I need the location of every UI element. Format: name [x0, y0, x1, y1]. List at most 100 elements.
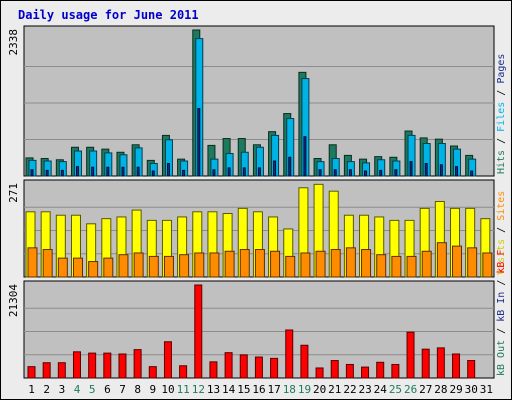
bar-pages-day-23 — [364, 170, 368, 177]
x-tick-label-30: 30 — [465, 383, 478, 396]
bar-sites-day-23 — [361, 249, 372, 278]
bar-pages-day-17 — [273, 160, 277, 177]
bar-pages-day-2 — [45, 169, 49, 177]
legend-item-kb-out: kB Out — [496, 340, 507, 376]
legend-item-separator: / — [496, 280, 507, 292]
bar-kbytes-day-18 — [285, 329, 294, 379]
bar-sites-day-11 — [179, 254, 190, 278]
x-tick-label-28: 28 — [434, 383, 447, 396]
x-tick-label-19: 19 — [298, 383, 311, 396]
bar-sites-day-2 — [42, 249, 53, 278]
bar-kbytes-day-20 — [315, 367, 324, 379]
bar-sites-day-10 — [163, 255, 174, 278]
bar-kbytes-day-15 — [239, 354, 248, 379]
legend-item-files: Files — [496, 102, 507, 138]
x-tick-label-12: 12 — [192, 383, 205, 396]
bar-sites-day-3 — [57, 257, 68, 278]
legend-item-separator: / — [496, 90, 507, 102]
x-tick-label-17: 17 — [268, 383, 281, 396]
x-tick-label-27: 27 — [419, 383, 432, 396]
bar-kbytes-day-8 — [133, 349, 142, 379]
x-tick-label-1: 1 — [28, 383, 35, 396]
y-max-label-bottom: 21304 — [7, 284, 20, 317]
legend-top: Hits / Files / Pages — [496, 54, 507, 174]
bar-pages-day-30 — [470, 170, 474, 177]
x-tick-label-18: 18 — [283, 383, 296, 396]
bar-sites-day-20 — [315, 250, 326, 278]
bar-sites-day-19 — [300, 252, 311, 278]
bar-sites-day-14 — [224, 250, 235, 278]
bar-kbytes-day-12 — [194, 284, 203, 379]
x-tick-label-13: 13 — [207, 383, 220, 396]
bar-sites-day-30 — [467, 247, 478, 278]
y-max-label-middle: 271 — [7, 183, 20, 203]
bar-sites-day-27 — [421, 250, 432, 278]
y-max-label-top: 2338 — [7, 29, 20, 56]
bar-kbytes-day-7 — [118, 353, 127, 379]
bar-kbytes-day-4 — [72, 351, 81, 379]
legend-item-hits: Hits — [496, 150, 507, 174]
x-tick-label-16: 16 — [252, 383, 265, 396]
x-tick-label-7: 7 — [119, 383, 126, 396]
bar-sites-day-28 — [436, 242, 447, 278]
bar-kbytes-day-25 — [391, 363, 400, 379]
bar-sites-day-16 — [254, 249, 265, 278]
x-tick-label-4: 4 — [74, 383, 81, 396]
legend-item-kb-in: kB In — [496, 292, 507, 328]
bar-kbytes-day-24 — [376, 361, 385, 379]
x-tick-label-26: 26 — [404, 383, 417, 396]
x-tick-label-8: 8 — [134, 383, 141, 396]
legend-item-kb-f: kB F — [496, 250, 507, 280]
x-tick-label-9: 9 — [150, 383, 157, 396]
bar-kbytes-day-21 — [330, 360, 339, 379]
legend-item-pages: Pages — [496, 54, 507, 90]
bar-kbytes-day-5 — [88, 352, 97, 379]
legend-item-separator: / — [496, 328, 507, 340]
bar-sites-day-5 — [88, 261, 99, 278]
bar-pages-day-5 — [91, 166, 95, 177]
x-tick-label-11: 11 — [177, 383, 190, 396]
x-tick-label-24: 24 — [374, 383, 388, 396]
x-tick-label-14: 14 — [222, 383, 236, 396]
bar-sites-day-17 — [270, 250, 281, 278]
bar-kbytes-day-19 — [300, 344, 309, 379]
bar-pages-day-1 — [30, 169, 34, 177]
x-tick-label-21: 21 — [328, 383, 341, 396]
x-tick-label-29: 29 — [449, 383, 462, 396]
x-tick-label-23: 23 — [359, 383, 372, 396]
x-tick-label-31: 31 — [480, 383, 493, 396]
bar-pages-day-4 — [75, 166, 79, 177]
bar-pages-day-27 — [424, 163, 428, 177]
bar-kbytes-day-16 — [254, 356, 263, 379]
bar-kbytes-day-1 — [27, 366, 36, 379]
bar-sites-day-25 — [391, 255, 402, 278]
x-tick-label-2: 2 — [43, 383, 50, 396]
bar-pages-day-10 — [166, 163, 170, 177]
bar-kbytes-day-26 — [406, 331, 415, 379]
bar-sites-day-12 — [194, 252, 205, 278]
bar-pages-day-8 — [136, 166, 140, 177]
bar-pages-day-15 — [242, 167, 246, 177]
bar-sites-day-6 — [103, 257, 114, 278]
x-tick-label-25: 25 — [389, 383, 402, 396]
bar-pages-day-26 — [409, 161, 413, 177]
bar-sites-day-7 — [118, 254, 129, 278]
x-tick-label-10: 10 — [161, 383, 174, 396]
bar-kbytes-day-17 — [270, 357, 279, 379]
bar-kbytes-day-6 — [103, 352, 112, 379]
bar-pages-day-25 — [394, 169, 398, 177]
legend-item-separator: / — [496, 227, 507, 239]
x-tick-label-6: 6 — [104, 383, 111, 396]
bar-sites-day-31 — [482, 252, 493, 278]
bar-kbytes-day-28 — [436, 347, 445, 379]
bar-pages-day-16 — [257, 167, 261, 177]
bar-sites-day-22 — [345, 247, 356, 278]
bar-sites-day-18 — [285, 255, 296, 278]
bar-sites-day-9 — [148, 255, 159, 278]
bar-sites-day-15 — [239, 249, 250, 278]
bar-kbytes-day-29 — [452, 353, 461, 379]
x-tick-label-20: 20 — [313, 383, 326, 396]
x-tick-label-5: 5 — [89, 383, 96, 396]
bar-pages-day-14 — [227, 167, 231, 177]
